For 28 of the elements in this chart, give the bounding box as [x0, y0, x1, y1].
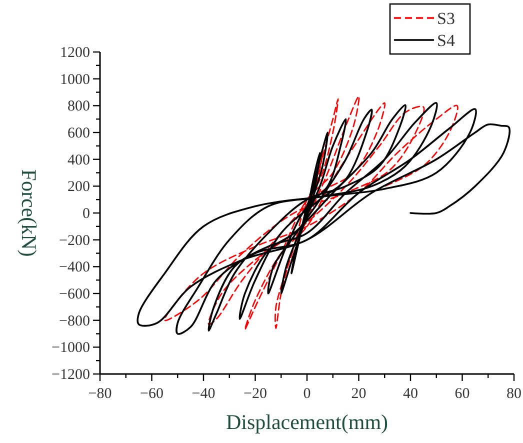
x-axis-title: Displacement(mm) [226, 410, 388, 434]
y-tick-label: 1200 [60, 45, 90, 61]
line-series [138, 102, 510, 335]
legend-label: S3 [437, 9, 455, 28]
y-tick-label: −800 [59, 313, 90, 330]
x-tick-label: −20 [244, 386, 267, 402]
y-tick-label: −1200 [52, 367, 90, 383]
x-tick-label: 60 [454, 386, 470, 402]
x-tick-label: −40 [192, 386, 216, 402]
y-tick-label: 1000 [60, 72, 90, 88]
x-tick-label: 40 [403, 386, 418, 402]
x-tick-label: 20 [351, 386, 366, 402]
y-tick-label: −1000 [52, 340, 90, 356]
y-tick-label: 400 [68, 152, 90, 168]
line-series [164, 96, 458, 330]
y-tick-label: 600 [68, 126, 90, 142]
y-axis-title: Force(kN) [17, 169, 41, 257]
y-tick-label: −200 [59, 232, 90, 249]
y-tick-label: −600 [59, 286, 90, 302]
x-tick-label: 80 [506, 386, 522, 402]
y-tick-label: 0 [82, 206, 90, 222]
x-tick-label: 0 [303, 386, 311, 402]
legend-label: S4 [437, 31, 456, 50]
x-tick-label: −60 [140, 386, 164, 402]
y-tick-label: 200 [68, 179, 90, 196]
y-tick-label: −400 [59, 260, 90, 276]
x-tick-label: −80 [88, 386, 112, 402]
y-tick-label: 800 [68, 98, 90, 115]
